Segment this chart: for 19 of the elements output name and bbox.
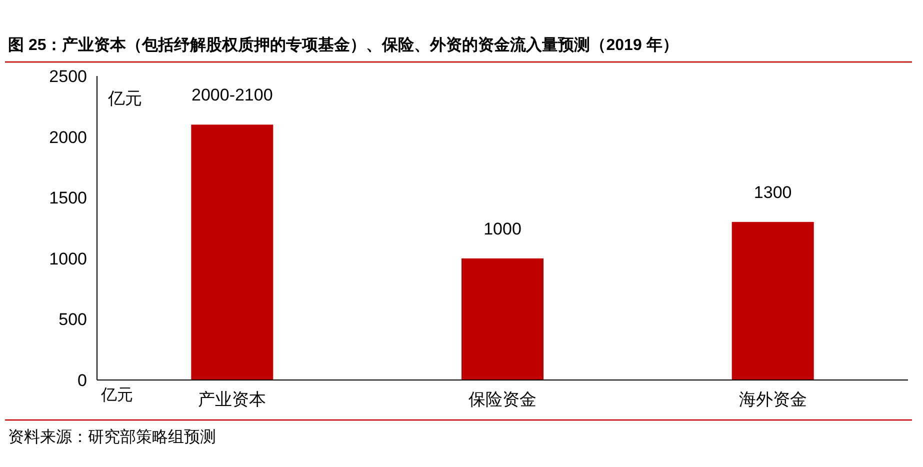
data-label: 1300 bbox=[754, 182, 792, 202]
y-tick-label: 500 bbox=[58, 310, 87, 330]
x-tick-label: 产业资本 bbox=[198, 390, 266, 409]
chart-title: 图 25：产业资本（包括纾解股权质押的专项基金）、保险、外资的资金流入量预测（2019 年） bbox=[8, 35, 678, 54]
bar bbox=[191, 124, 274, 380]
x-tick-label: 保险资金 bbox=[468, 390, 536, 409]
y-tick-label: 2500 bbox=[49, 67, 87, 86]
text: 亿元 bbox=[100, 387, 133, 404]
bar bbox=[732, 222, 814, 380]
text: 资料来源：研究部策略组预测 bbox=[8, 428, 216, 446]
y-tick-label: 1500 bbox=[49, 188, 87, 208]
x-tick-label: 海外资金 bbox=[738, 390, 807, 409]
data-label: 2000-2100 bbox=[192, 86, 273, 105]
bar bbox=[462, 258, 544, 380]
y-tick-label: 1000 bbox=[49, 249, 87, 268]
y-tick-label: 0 bbox=[78, 371, 87, 390]
y-axis-title: 亿元 bbox=[107, 89, 142, 108]
data-label: 1000 bbox=[484, 219, 522, 238]
y-tick-label: 2000 bbox=[49, 128, 87, 147]
